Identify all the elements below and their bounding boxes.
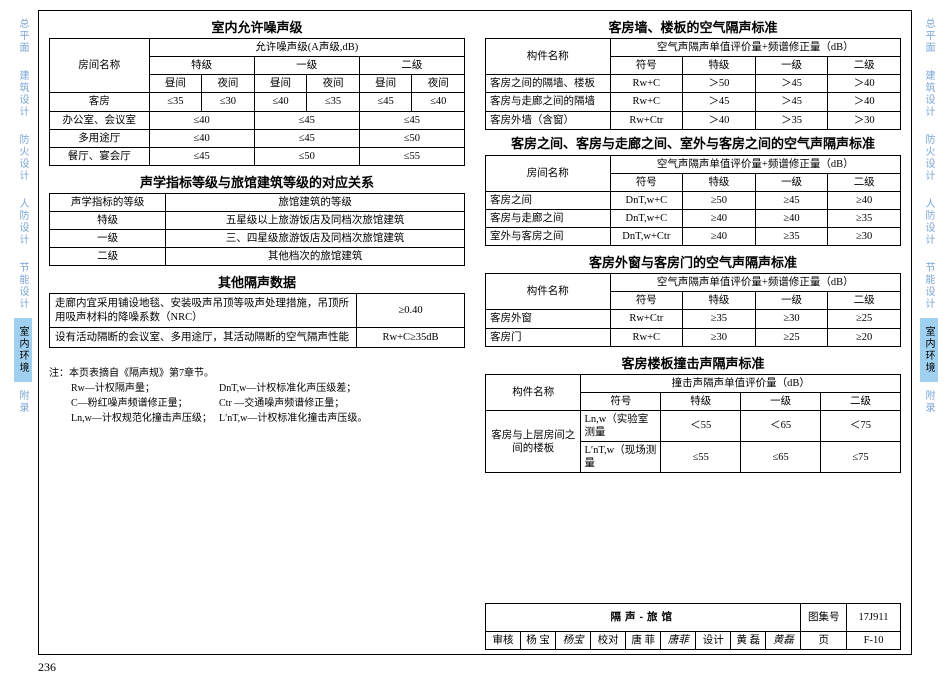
table-other-data: 其他隔声数据 走廊内宜采用铺设地毯、安装吸声吊顶等吸声处理措施，吊顶所用吸声材料… xyxy=(49,272,465,347)
left-tab-strip: 总平面建筑设计防火设计人防设计节能设计室内环境附录 xyxy=(14,10,32,655)
right-column: 客房墙、楼板的空气隔声标准 构件名称空气声隔声单值评价量+频谱修正量（dB）符号… xyxy=(475,11,911,654)
tab-0[interactable]: 总平面 xyxy=(14,10,32,62)
table-wall-floor: 客房墙、楼板的空气隔声标准 构件名称空气声隔声单值评价量+频谱修正量（dB）符号… xyxy=(485,17,901,130)
t5-title: 客房之间、客房与走廊之间、室外与客房之间的空气声隔声标准 xyxy=(485,136,901,153)
table-impact-sound: 客房楼板撞击声隔声标准 构件名称撞击声隔声单值评价量（dB）符号特级一级二级客房… xyxy=(485,353,901,474)
tab-2[interactable]: 防火设计 xyxy=(920,126,938,190)
page-frame: 室内允许噪声级 房间名称允许噪声级(A声级,dB)特级一级二级昼间夜间昼间夜间昼… xyxy=(38,10,912,655)
tab-3[interactable]: 人防设计 xyxy=(14,190,32,254)
table-between-rooms: 客房之间、客房与走廊之间、室外与客房之间的空气声隔声标准 房间名称空气声隔声单值… xyxy=(485,136,901,247)
tab-2[interactable]: 防火设计 xyxy=(14,126,32,190)
tab-0[interactable]: 总平面 xyxy=(920,10,938,62)
t7-title: 客房楼板撞击声隔声标准 xyxy=(485,353,901,372)
table-window-door: 客房外窗与客房门的空气声隔声标准 构件名称空气声隔声单值评价量+频谱修正量（dB… xyxy=(485,252,901,347)
footnotes: 注：本页表摘自《隔声规》第7章节。 Rw—计权隔声量；DnT,w—计权标准化声压… xyxy=(49,366,465,426)
tab-5[interactable]: 室内环境 xyxy=(14,318,32,382)
table-grade-mapping: 声学指标等级与旅馆建筑等级的对应关系 声学指标的等级旅馆建筑的等级特级五星级以上… xyxy=(49,172,465,267)
right-tab-strip: 总平面建筑设计防火设计人防设计节能设计室内环境附录 xyxy=(920,10,938,655)
tab-4[interactable]: 节能设计 xyxy=(920,254,938,318)
tab-4[interactable]: 节能设计 xyxy=(14,254,32,318)
t3-title: 其他隔声数据 xyxy=(49,272,465,291)
tab-1[interactable]: 建筑设计 xyxy=(14,62,32,126)
tab-6[interactable]: 附录 xyxy=(14,382,32,422)
t2-title: 声学指标等级与旅馆建筑等级的对应关系 xyxy=(49,172,465,191)
t4-title: 客房墙、楼板的空气隔声标准 xyxy=(485,17,901,36)
page-number: 236 xyxy=(38,660,56,675)
table-allowable-noise: 室内允许噪声级 房间名称允许噪声级(A声级,dB)特级一级二级昼间夜间昼间夜间昼… xyxy=(49,17,465,166)
tab-6[interactable]: 附录 xyxy=(920,382,938,422)
tab-1[interactable]: 建筑设计 xyxy=(920,62,938,126)
tab-5[interactable]: 室内环境 xyxy=(920,318,938,382)
t6-title: 客房外窗与客房门的空气声隔声标准 xyxy=(485,252,901,271)
left-column: 室内允许噪声级 房间名称允许噪声级(A声级,dB)特级一级二级昼间夜间昼间夜间昼… xyxy=(39,11,475,654)
t1-title: 室内允许噪声级 xyxy=(49,17,465,36)
note-head: 注：本页表摘自《隔声规》第7章节。 xyxy=(49,366,465,381)
tab-3[interactable]: 人防设计 xyxy=(920,190,938,254)
title-block: 隔声-旅馆图集号17J911审核杨 宝杨宝校对唐 菲唐菲设计黄 磊黄磊页F-10 xyxy=(485,603,901,650)
